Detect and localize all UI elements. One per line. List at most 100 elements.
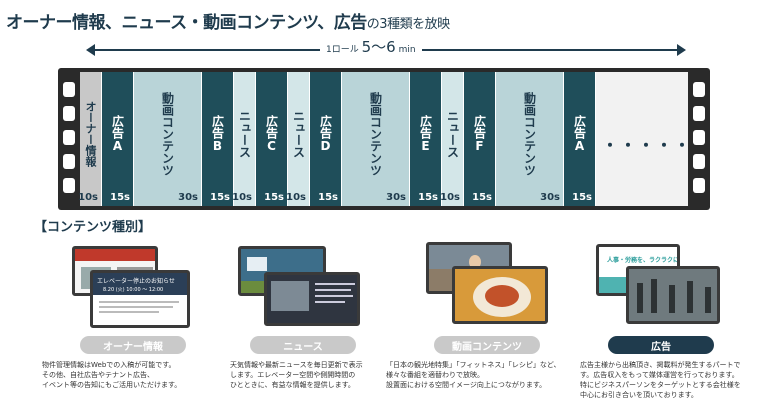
sprocket-hole <box>693 154 705 169</box>
card-video: 動画コンテンツ 「日本の観光地特集」「フィットネス」「レシピ」など、 様々な番組… <box>386 240 594 405</box>
desc-line: その他、自社広告やテナント広告、 <box>42 371 154 379</box>
segment-label-wrap: 動画コンテンツ <box>496 80 563 188</box>
desc-owner-info: 物件管理情報はWebでの入稿が可能です。 その他、自社広告やテナント広告、 イベ… <box>42 360 181 390</box>
segment-label-wrap: 広告B <box>202 80 233 188</box>
segment-duration: 30s <box>386 192 406 203</box>
segment-duration: 15s <box>572 192 592 203</box>
continuation-ellipsis: ・・・・・ <box>602 136 693 155</box>
desc-video: 「日本の観光地特集」「フィットネス」「レシピ」など、 様々な番組を適替わりで放映… <box>386 360 561 390</box>
segment-news: ニュース 10s <box>232 72 256 206</box>
timeline-prefix: 1ロール <box>326 45 359 55</box>
segment-duration: 15s <box>472 192 492 203</box>
desc-line: 特にビジネスパーソンをターゲットとする会社様を <box>580 381 741 389</box>
segment-ad: 広告D 15s <box>310 72 342 206</box>
sprocket-hole <box>693 106 705 121</box>
segment-label-wrap: 動画コンテンツ <box>342 80 409 188</box>
timeline-duration: 5〜6 <box>361 38 396 56</box>
segment-news: ニュース 10s <box>440 72 464 206</box>
owner-screens: エレベーター停止のお知らせ 8.20 (火) 10:00 ～ 12:00 <box>68 240 238 328</box>
segment-duration: 15s <box>210 192 230 203</box>
segment-ad: 広告C 15s <box>256 72 288 206</box>
sprocket-hole <box>63 178 75 193</box>
segment-duration: 10s <box>78 192 98 203</box>
segment-video: 動画コンテンツ 30s <box>342 72 410 206</box>
segment-label: ニュース <box>291 110 306 158</box>
segment-label: 広告B <box>210 115 225 153</box>
owner-screen-date: 8.20 (火) 10:00 ～ 12:00 <box>103 287 164 293</box>
segment-duration: 15s <box>264 192 284 203</box>
video-screen-front <box>452 266 548 324</box>
owner-screen-title: エレベーター停止のお知らせ <box>97 278 175 285</box>
segment-duration: 15s <box>418 192 438 203</box>
segment-ad: 広告A 15s <box>564 72 596 206</box>
desc-line: 物件管理情報はWebでの入稿が可能です。 <box>42 361 176 369</box>
sprocket-hole <box>63 82 75 97</box>
desc-line: 様々な番組を適替わりで放映。 <box>386 371 484 379</box>
desc-line: イベント等の告知にもご活用いただけます。 <box>42 381 182 389</box>
news-screen-front <box>264 272 360 326</box>
segment-label-wrap: オーナー情報 <box>80 80 101 188</box>
segment-duration: 15s <box>110 192 130 203</box>
sprocket-hole <box>63 154 75 169</box>
sprocket-hole <box>693 130 705 145</box>
card-news: ニュース 天気情報や最新ニュースを毎日更新で表示 します。エレベーター空間や側開… <box>230 240 406 405</box>
segment-ad: 広告E 15s <box>410 72 442 206</box>
segment-label: 広告E <box>418 115 433 153</box>
segment-duration: 15s <box>318 192 338 203</box>
segment-ad: 広告B 15s <box>202 72 234 206</box>
segment-label-wrap: ニュース <box>234 80 255 188</box>
segment-label-wrap: 動画コンテンツ <box>134 80 201 188</box>
segment-duration: 10s <box>440 192 460 203</box>
segment-label: 広告F <box>472 115 487 153</box>
title-suffix: の3種類を放映 <box>366 17 450 32</box>
pill-video: 動画コンテンツ <box>434 336 540 354</box>
segment-label: 広告A <box>572 115 587 153</box>
sprocket-hole <box>693 178 705 193</box>
segment-label: ニュース <box>237 110 252 158</box>
segment-duration: 10s <box>286 192 306 203</box>
sprocket-hole <box>693 82 705 97</box>
segment-label-wrap: ニュース <box>288 80 309 188</box>
segment-label: 広告A <box>110 115 125 153</box>
ad-screens: 人事・労務を、ラクラクに。 <box>594 240 764 325</box>
segment-label: 動画コンテンツ <box>522 92 537 176</box>
segment-video: 動画コンテンツ 30s <box>134 72 202 206</box>
segment-video: 動画コンテンツ 30s <box>496 72 564 206</box>
desc-line: 天気情報や最新ニュースを毎日更新で表示 <box>230 361 363 369</box>
segment-label-wrap: 広告A <box>564 80 595 188</box>
pill-ad: 広告 <box>608 336 714 354</box>
desc-line: ひとときに、有益な情報を提供します。 <box>230 381 355 389</box>
desc-news: 天気情報や最新ニュースを毎日更新で表示 します。エレベーター空間や側開時間の ひ… <box>230 360 363 390</box>
news-screens <box>236 240 406 326</box>
timeline-label: 1ロール 5〜6 min <box>320 36 422 57</box>
video-screens <box>424 240 594 325</box>
segment-duration: 30s <box>540 192 560 203</box>
desc-line: 中心にお引き合いを頂いております。 <box>580 391 698 399</box>
segment-label: ニュース <box>445 110 460 158</box>
segment-label: 広告D <box>318 115 333 153</box>
segment-label-wrap: 広告D <box>310 80 341 188</box>
segment-label-wrap: 広告A <box>102 80 133 188</box>
title-main: オーナー情報、ニュース・動画コンテンツ、広告 <box>6 13 367 33</box>
timeline-unit: min <box>398 45 416 55</box>
segment-ad: 広告A 15s <box>102 72 134 206</box>
arrow-left-icon <box>86 44 95 56</box>
segment-owner: オーナー情報 10s <box>78 72 102 206</box>
desc-line: す。広告収入をもって媒体運営を行っております。 <box>580 371 739 379</box>
segment-news: ニュース 10s <box>286 72 310 206</box>
ad-screen-front <box>626 266 720 324</box>
desc-line: します。エレベーター空間や側開時間の <box>230 371 356 379</box>
desc-line: 「日本の観光地特集」「フィットネス」「レシピ」など、 <box>386 361 561 369</box>
card-ad: 人事・労務を、ラクラクに。 広告 広告主様から出稿頂き、掲載料が発生するパートで… <box>580 240 764 405</box>
pill-news: ニュース <box>250 336 356 354</box>
desc-line: 設置面における空間イメージ向上につながります。 <box>386 381 547 389</box>
arrow-right-icon <box>677 44 686 56</box>
section-title: 【コンテンツ種別】 <box>34 220 152 235</box>
segment-label: 広告C <box>264 115 279 153</box>
page-title: オーナー情報、ニュース・動画コンテンツ、広告の3種類を放映 <box>6 8 450 33</box>
ad-screen-title: 人事・労務を、ラクラクに。 <box>607 257 680 264</box>
segment-label: 動画コンテンツ <box>160 92 175 176</box>
segment-label-wrap: 広告E <box>410 80 441 188</box>
owner-screen-front: エレベーター停止のお知らせ 8.20 (火) 10:00 ～ 12:00 <box>90 270 190 328</box>
card-owner-info: エレベーター停止のお知らせ 8.20 (火) 10:00 ～ 12:00 オーナ… <box>42 240 238 405</box>
